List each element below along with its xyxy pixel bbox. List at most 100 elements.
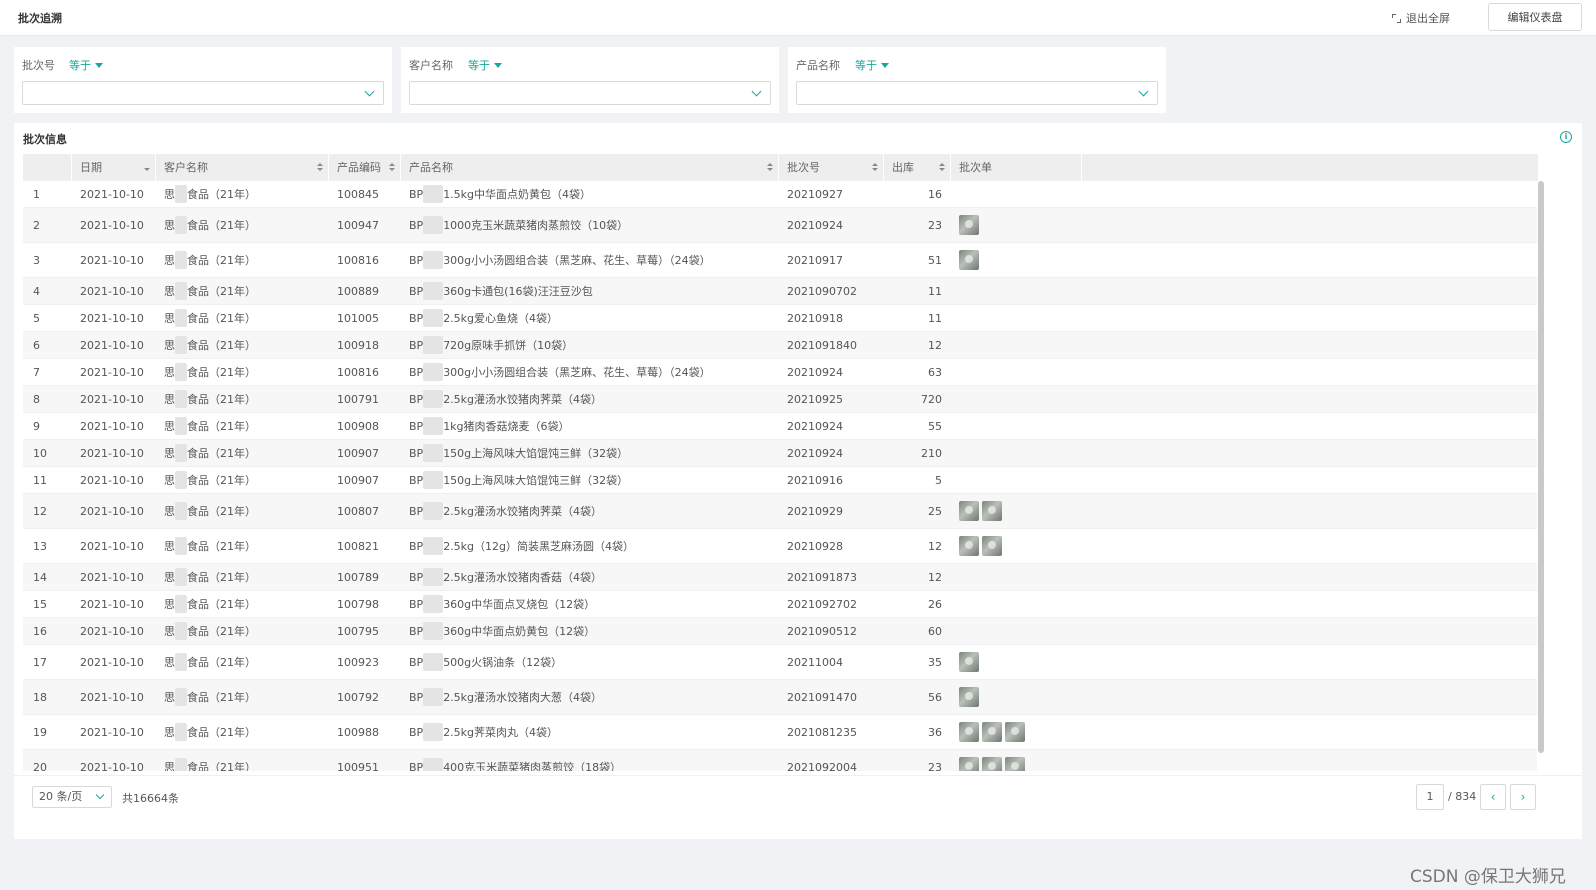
prev-page-button[interactable]: ‹ [1480, 784, 1506, 810]
batch-sheet-thumbnail[interactable] [959, 536, 979, 556]
table-row[interactable]: 14 2021-10-10 思食品（21年） 100789 BP 2.5kg灌汤水饺猪肉香… [23, 564, 1538, 591]
table-row[interactable]: 1 2021-10-10 思食品（21年） 100845 BP 1.5kg中华面点奶黄包（… [23, 181, 1538, 208]
cell-product-code-text: 100988 [337, 725, 379, 739]
table-row[interactable]: 3 2021-10-10 思食品（21年） 100816 BP 300g小小汤圆组合装（黑… [23, 243, 1538, 278]
cell-batch-no: 2021091840 [779, 332, 884, 358]
batch-sheet-thumbnail[interactable] [1005, 757, 1025, 771]
cell-product-code-text: 100907 [337, 473, 379, 487]
table-row[interactable]: 4 2021-10-10 思食品（21年） 100889 BP 360g卡通包(16袋)汪… [23, 278, 1538, 305]
cell-batch-no: 20210917 [779, 243, 884, 277]
text-prefix: BP [409, 446, 424, 460]
cell-index: 20 [23, 750, 72, 772]
table-row[interactable]: 17 2021-10-10 思食品（21年） 100923 BP 500g火锅油条（12袋… [23, 645, 1538, 680]
table-row[interactable]: 12 2021-10-10 思食品（21年） 100807 BP 2.5kg灌汤水饺猪肉荠… [23, 494, 1538, 529]
redacted-block [423, 502, 444, 520]
scrollbar-thumb[interactable] [1538, 181, 1544, 753]
cell-customer: 思食品（21年） [156, 181, 329, 207]
page-size-select[interactable]: 20 条/页 [32, 786, 112, 808]
text-prefix: 思 [164, 366, 175, 379]
table-scrollbar[interactable] [1537, 181, 1545, 771]
cell-outbound: 60 [884, 618, 942, 644]
table-row[interactable]: 19 2021-10-10 思食品（21年） 100988 BP 2.5kg荠菜肉丸（4袋… [23, 715, 1538, 750]
cell-batch-no-text: 20210917 [787, 253, 843, 267]
col-header-product-name[interactable]: 产品名称 [401, 154, 779, 181]
info-icon[interactable]: i [1560, 131, 1572, 143]
batch-sheet-thumbnail[interactable] [982, 536, 1002, 556]
cell-index-text: 3 [33, 253, 40, 267]
cell-date-text: 2021-10-10 [80, 338, 144, 352]
text-suffix: 食品（21年） [187, 219, 256, 232]
col-header-batch-no[interactable]: 批次号 [779, 154, 884, 181]
filter-select[interactable] [409, 81, 771, 105]
filter-operator-dropdown[interactable]: 等于 [855, 57, 889, 73]
filter-select[interactable] [22, 81, 384, 105]
batch-sheet-thumbnail[interactable] [982, 722, 1002, 742]
redacted-block [423, 336, 444, 354]
batch-sheet-thumbnail[interactable] [959, 501, 979, 521]
table-row[interactable]: 13 2021-10-10 思食品（21年） 100821 BP 2.5kg（12g）简装… [23, 529, 1538, 564]
batch-sheet-thumbnail[interactable] [959, 215, 979, 235]
edit-dashboard-button[interactable]: 编辑仪表盘 [1488, 3, 1582, 31]
cell-index-text: 10 [33, 446, 47, 460]
batch-sheet-thumbnail[interactable] [959, 250, 979, 270]
table-row[interactable]: 9 2021-10-10 思食品（21年） 100908 BP 1kg猪肉香菇烧麦（6袋）… [23, 413, 1538, 440]
redacted-block [423, 723, 444, 741]
cell-batch-no-text: 20210924 [787, 365, 843, 379]
batch-sheet-thumbnail[interactable] [959, 687, 979, 707]
filter-select[interactable] [796, 81, 1158, 105]
table-row[interactable]: 15 2021-10-10 思食品（21年） 100798 BP 360g中华面点叉烧包（… [23, 591, 1538, 618]
cell-product-name: BP 500g火锅油条（12袋） [401, 645, 779, 679]
col-header-date[interactable]: 日期 [72, 154, 156, 181]
cell-product-name: BP 2.5kg荠菜肉丸（4袋） [401, 715, 779, 749]
next-page-button[interactable]: › [1510, 784, 1536, 810]
pagination-bar: 20 条/页 共16664条 1 / 834 ‹ › [14, 775, 1582, 815]
table-row[interactable]: 20 2021-10-10 思 食品（21年） 100951 BP 400克玉米蔬菜猪肉蒸煎… [23, 750, 1538, 771]
cell-outbound-text: 23 [928, 218, 942, 232]
cell-index: 1 [23, 181, 72, 207]
col-header-product-code[interactable]: 产品编码 [329, 154, 401, 181]
batch-sheet-thumbnail[interactable] [959, 722, 979, 742]
filter-label: 产品名称 [796, 59, 840, 72]
cell-date-text: 2021-10-10 [80, 725, 144, 739]
redacted-block [175, 185, 187, 203]
cell-date-text: 2021-10-10 [80, 187, 144, 201]
current-page-input[interactable]: 1 [1416, 784, 1444, 810]
batch-sheet-thumbnail[interactable] [959, 757, 979, 771]
table-row[interactable]: 11 2021-10-10 思食品（21年） 100907 BP 150g上海风味大馅馄饨… [23, 467, 1538, 494]
sort-icon [939, 163, 945, 172]
cell-batch-no: 20210925 [779, 386, 884, 412]
text-prefix: BP [409, 218, 424, 232]
table-row[interactable]: 18 2021-10-10 思食品（21年） 100792 BP 2.5kg灌汤水饺猪肉大… [23, 680, 1538, 715]
table-row[interactable]: 2 2021-10-10 思食品（21年） 100947 BP 1000克玉米蔬菜猪肉蒸煎… [23, 208, 1538, 243]
cell-batch-sheet [951, 305, 1082, 331]
cell-batch-no-text: 20210924 [787, 446, 843, 460]
table-row[interactable]: 10 2021-10-10 思食品（21年） 100907 BP 150g上海风味大馅馄饨… [23, 440, 1538, 467]
exit-fullscreen-label: 退出全屏 [1406, 12, 1450, 25]
text-prefix: BP [409, 725, 424, 739]
cell-date-text: 2021-10-10 [80, 446, 144, 460]
exit-fullscreen-button[interactable]: 退出全屏 [1392, 10, 1450, 26]
table-row[interactable]: 6 2021-10-10 思食品（21年） 100918 BP 720g原味手抓饼（10袋… [23, 332, 1538, 359]
cell-date-text: 2021-10-10 [80, 419, 144, 433]
cell-batch-sheet [951, 529, 1082, 563]
col-header-label: 批次号 [787, 161, 820, 174]
batch-sheet-thumbnail[interactable] [1005, 722, 1025, 742]
caret-down-icon [494, 63, 502, 68]
batch-sheet-thumbnail[interactable] [959, 652, 979, 672]
cell-outbound: 16 [884, 181, 942, 207]
table-row[interactable]: 7 2021-10-10 思食品（21年） 100816 BP 300g小小汤圆组合装（黑… [23, 359, 1538, 386]
col-header-outbound[interactable]: 出库 [884, 154, 951, 181]
col-header-customer[interactable]: 客户名称 [156, 154, 329, 181]
table-row[interactable]: 8 2021-10-10 思食品（21年） 100791 BP 2.5kg灌汤水饺猪肉荠菜… [23, 386, 1538, 413]
cell-index-text: 9 [33, 419, 40, 433]
col-header-index [23, 154, 72, 181]
batch-sheet-thumbnail[interactable] [982, 757, 1002, 771]
table-row[interactable]: 5 2021-10-10 思食品（21年） 101005 BP 2.5kg爱心鱼烧（4袋）… [23, 305, 1538, 332]
table-row[interactable]: 16 2021-10-10 思食品（21年） 100795 BP 360g中华面点奶黄包（… [23, 618, 1538, 645]
filter-operator-dropdown[interactable]: 等于 [468, 57, 502, 73]
batch-sheet-thumbnail[interactable] [982, 501, 1002, 521]
cell-product-code-text: 101005 [337, 311, 379, 325]
cell-product-code: 100816 [329, 359, 401, 385]
filter-operator-dropdown[interactable]: 等于 [69, 57, 103, 73]
redacted-block [423, 758, 444, 771]
